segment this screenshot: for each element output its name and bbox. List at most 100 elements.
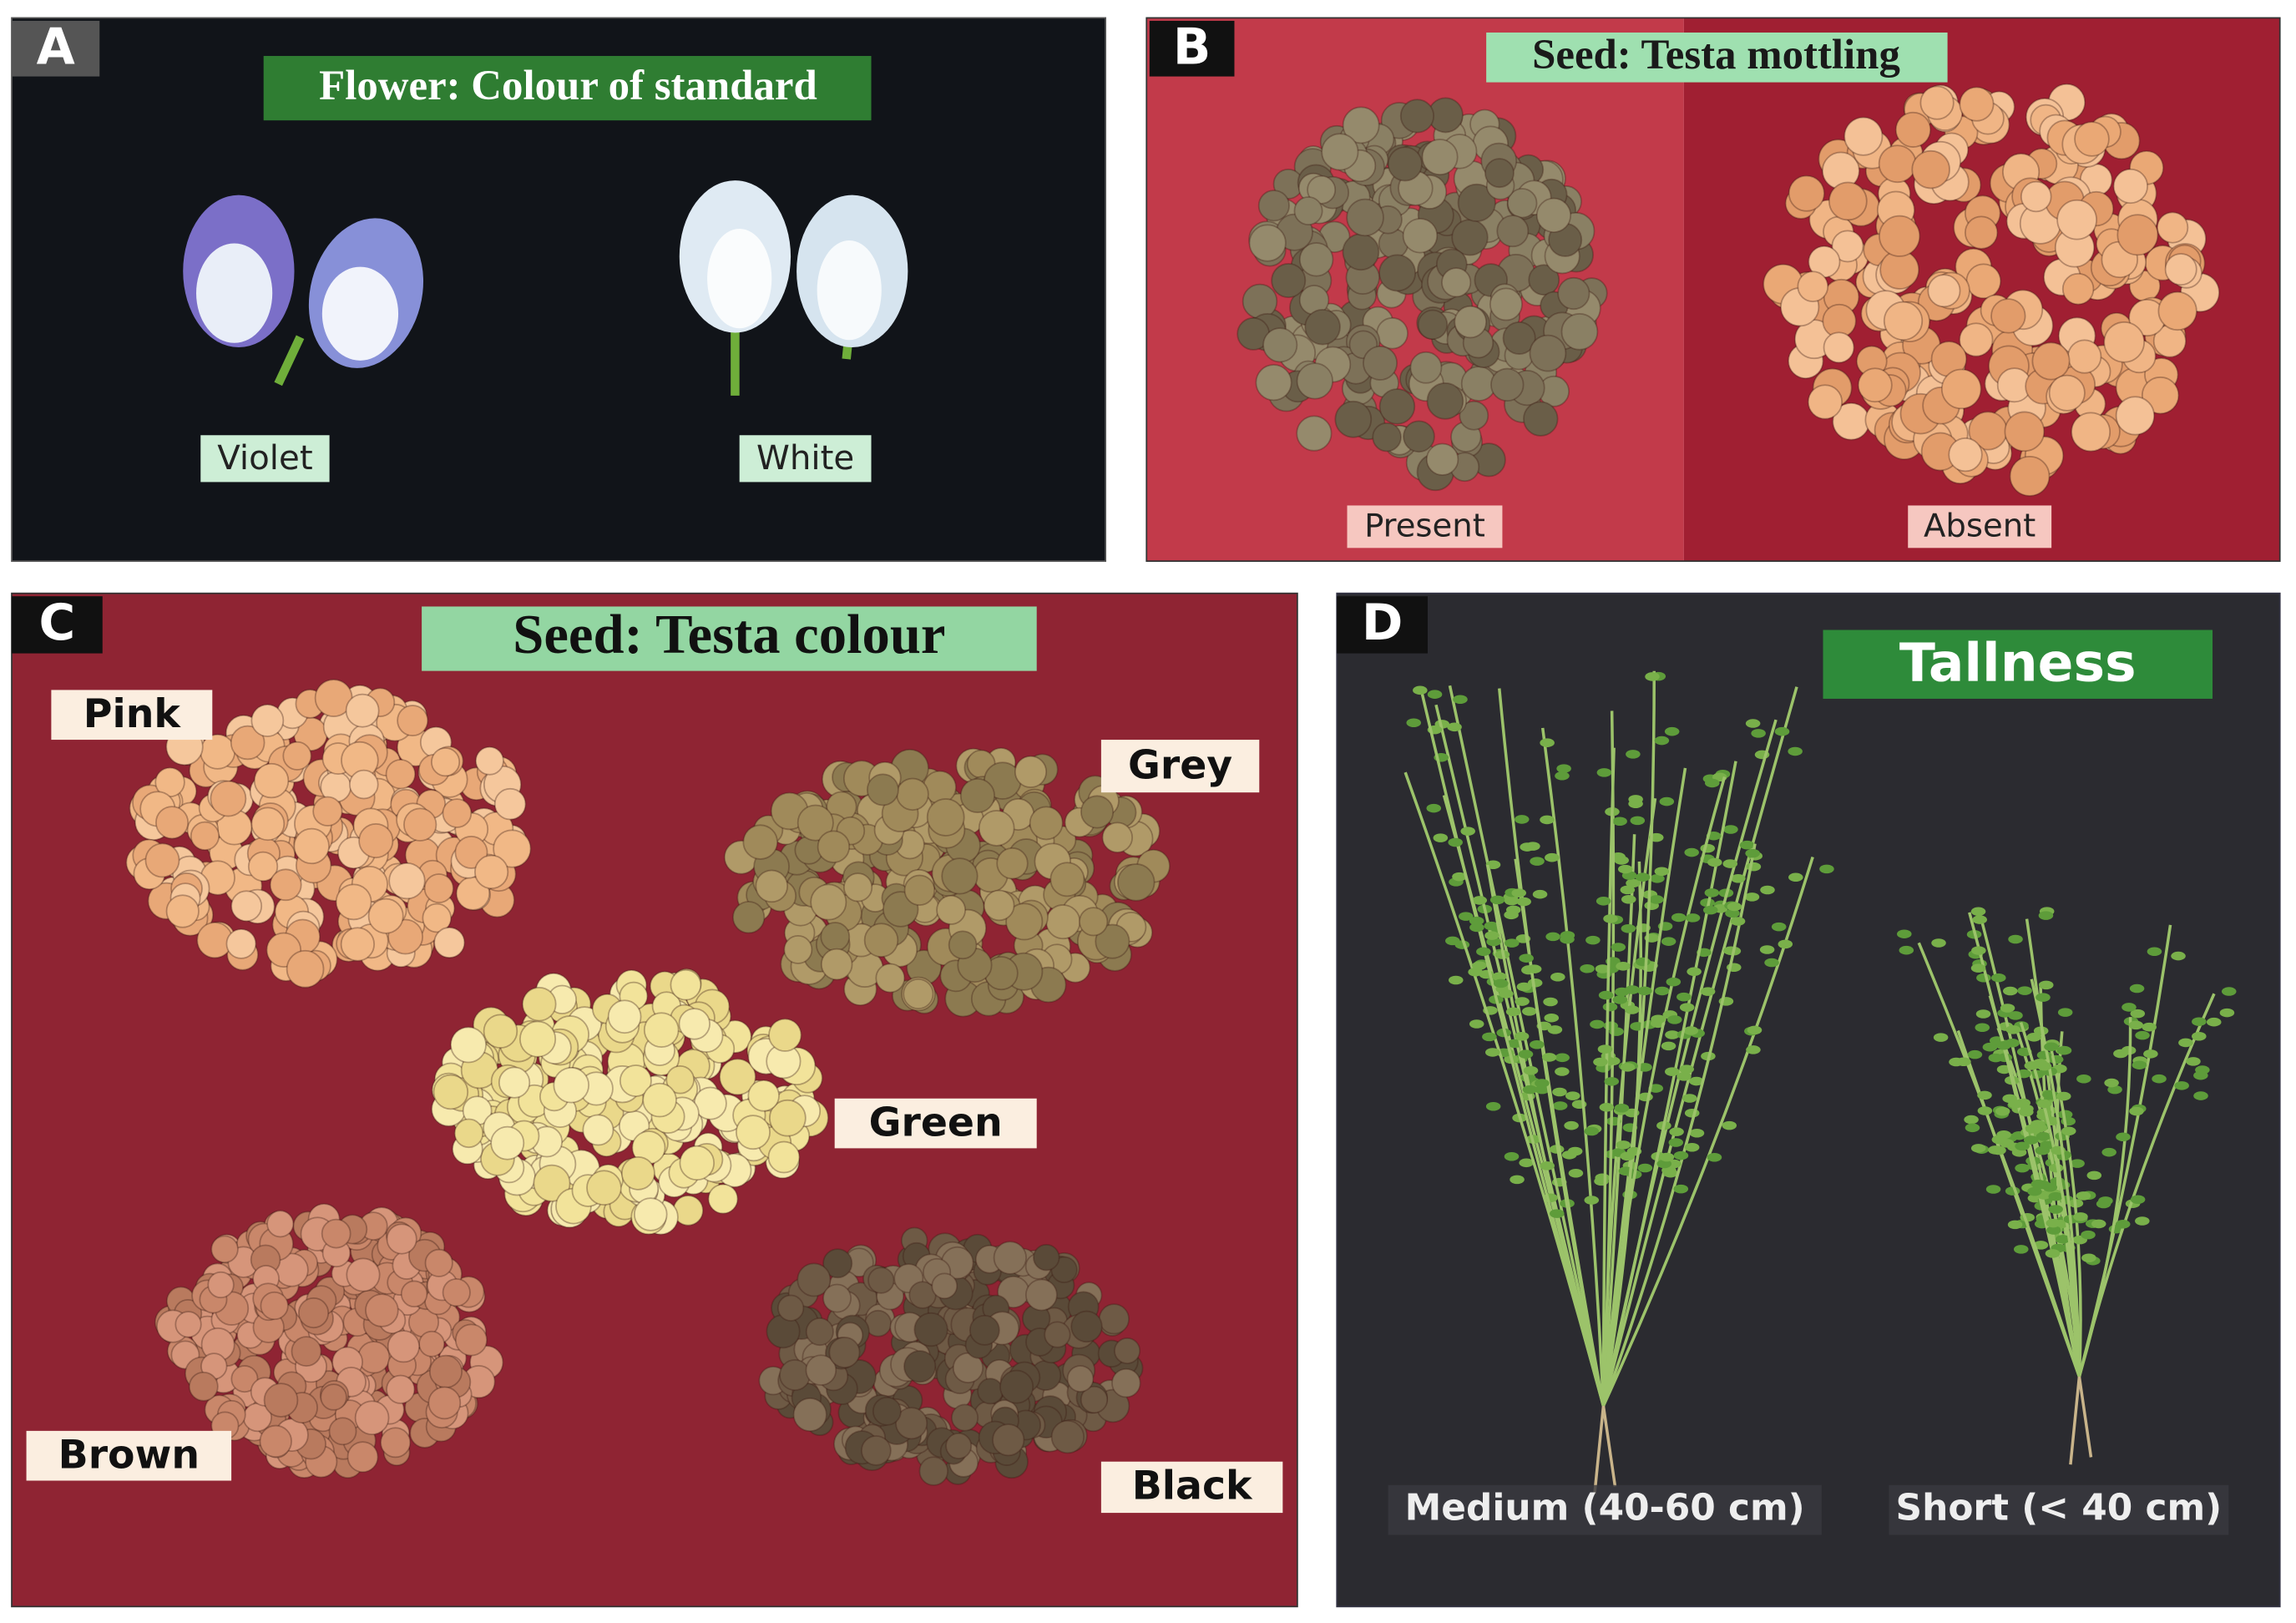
seed xyxy=(1484,158,1515,189)
leaf xyxy=(1624,1005,1640,1014)
seed xyxy=(345,693,380,728)
leaf xyxy=(1485,1101,1501,1111)
leaf xyxy=(2057,1110,2073,1120)
leaf xyxy=(1977,1090,1992,1100)
seed xyxy=(863,923,899,958)
seed xyxy=(822,1248,853,1279)
leaf xyxy=(1745,848,1760,858)
seed xyxy=(903,978,934,1010)
leaf xyxy=(2147,947,2162,957)
leaf xyxy=(1482,1032,1497,1042)
leaf xyxy=(1684,1108,1700,1118)
leaf xyxy=(2129,1106,2144,1116)
title-box xyxy=(1486,32,1948,83)
stem xyxy=(2049,1045,2082,1378)
seed xyxy=(266,1210,295,1238)
seed xyxy=(144,842,180,878)
leaf xyxy=(1637,1163,1653,1173)
label-box xyxy=(739,435,872,483)
leaf xyxy=(1637,986,1652,996)
seed xyxy=(642,1082,677,1118)
seed xyxy=(895,1407,928,1440)
leaf xyxy=(1472,896,1488,905)
leaf xyxy=(1489,895,1505,905)
stem xyxy=(1448,685,1606,1407)
seed xyxy=(742,824,778,860)
leaf xyxy=(1612,817,1627,826)
seed xyxy=(1307,174,1337,205)
seed xyxy=(913,1312,948,1347)
leaf xyxy=(1665,1067,1680,1076)
leaf xyxy=(1614,1104,1630,1113)
seed xyxy=(2164,253,2197,286)
seed xyxy=(820,922,851,952)
seed xyxy=(2004,411,2046,453)
seed xyxy=(155,806,190,840)
seed xyxy=(896,777,929,812)
label: Absent xyxy=(1924,507,2036,544)
leaf xyxy=(2113,1049,2128,1059)
leaf xyxy=(1550,1209,1565,1218)
leaf xyxy=(1975,1023,1990,1033)
leaf xyxy=(1995,1106,2010,1116)
leaf xyxy=(1967,1049,1983,1059)
leaf xyxy=(2107,1085,2122,1095)
leaf xyxy=(1560,931,1575,940)
leaf xyxy=(1504,896,1520,906)
leaf xyxy=(1617,864,1633,874)
leaf xyxy=(1970,1144,1986,1153)
seed xyxy=(1990,298,2026,334)
seed xyxy=(432,1074,469,1110)
leaf xyxy=(1555,771,1570,781)
seed xyxy=(1005,903,1044,941)
seed xyxy=(165,894,200,928)
seed xyxy=(474,854,509,889)
seed xyxy=(1857,367,1893,403)
leaf xyxy=(1453,695,1468,704)
leaf xyxy=(1676,1072,1692,1081)
leaf xyxy=(1970,907,1986,917)
seed xyxy=(250,704,285,737)
seed xyxy=(586,1170,622,1206)
leaf xyxy=(2076,1191,2091,1201)
seed xyxy=(1523,401,1559,437)
leaf xyxy=(1671,913,1687,923)
leaf xyxy=(1612,995,1628,1004)
leaf xyxy=(1725,908,1740,918)
seed xyxy=(230,890,263,923)
seed xyxy=(1402,218,1439,254)
seed xyxy=(918,1456,948,1486)
seed xyxy=(286,949,325,988)
panel-title: Flower: Colour of standard xyxy=(319,63,817,109)
leaf xyxy=(2195,1065,2210,1074)
leaf xyxy=(1682,1094,1697,1103)
seed xyxy=(1502,321,1536,355)
seed xyxy=(1080,795,1115,829)
seed xyxy=(810,883,847,921)
leaf xyxy=(1484,931,1499,940)
leaf xyxy=(2008,934,2023,944)
leaf xyxy=(2174,1081,2189,1090)
leaf xyxy=(1514,815,1530,824)
seed xyxy=(2061,272,2095,306)
stem xyxy=(1601,761,1737,1407)
seed xyxy=(968,1314,1000,1346)
seed xyxy=(665,1064,695,1095)
leaf xyxy=(2086,1170,2102,1181)
seed xyxy=(736,1115,771,1150)
leaf xyxy=(1545,932,1560,942)
plants xyxy=(1403,670,2237,1494)
leaf xyxy=(1556,764,1571,773)
leaf xyxy=(2044,1042,2059,1052)
leaf xyxy=(1630,816,1646,826)
leaf xyxy=(1899,945,1914,955)
leaf xyxy=(1673,1150,1689,1160)
seed xyxy=(403,807,437,842)
seed xyxy=(1296,415,1333,452)
leaf xyxy=(1504,1152,1520,1161)
leaf xyxy=(1744,892,1760,902)
seed xyxy=(1403,420,1435,453)
leaf xyxy=(1504,910,1519,920)
leaf xyxy=(1666,977,1682,987)
seed xyxy=(1528,264,1560,296)
